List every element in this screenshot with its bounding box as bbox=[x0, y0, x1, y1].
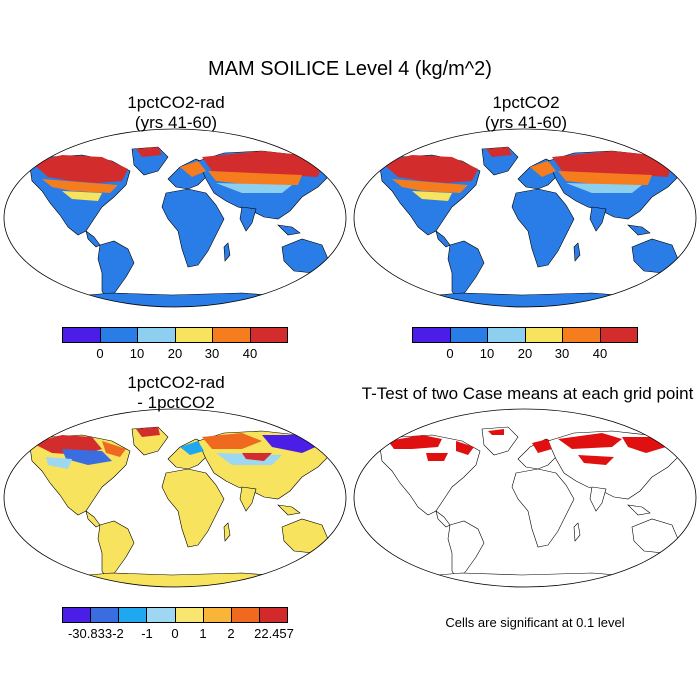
colorbar-swatch bbox=[231, 608, 260, 622]
panel-title-line1: 1pctCO2-rad bbox=[127, 373, 225, 392]
colorbar-tick: 40 bbox=[242, 346, 258, 361]
colorbar-swatch bbox=[175, 608, 204, 622]
colorbar-bottom-left bbox=[62, 607, 288, 623]
panel-title-line1: 1pctCO2 bbox=[492, 93, 560, 112]
colorbar-tick: 2 bbox=[227, 626, 235, 641]
colorbar-swatch bbox=[563, 328, 601, 342]
colorbar-tick: 40 bbox=[592, 346, 608, 361]
colorbar-swatch bbox=[525, 328, 563, 342]
colorbar-tick: 0 bbox=[96, 346, 104, 361]
map-top-left bbox=[3, 128, 347, 308]
panel-title-top-left: 1pctCO2-rad (yrs 41-60) bbox=[6, 93, 346, 133]
colorbar-tick: 20 bbox=[517, 346, 533, 361]
colorbar-swatch bbox=[119, 608, 148, 622]
colorbar-swatch bbox=[213, 328, 251, 342]
colorbar-swatch bbox=[600, 328, 637, 342]
colorbar-swatch bbox=[147, 608, 176, 622]
colorbar-tick: 10 bbox=[479, 346, 495, 361]
colorbar-swatch bbox=[259, 608, 287, 622]
colorbar-swatch bbox=[63, 608, 92, 622]
colorbar-swatch bbox=[138, 328, 176, 342]
panel-title-line2: (yrs 41-60) bbox=[484, 113, 568, 132]
colorbar-top-left bbox=[62, 327, 288, 343]
significant-cells bbox=[388, 429, 666, 465]
colorbar-swatch bbox=[100, 328, 138, 342]
colorbar-top-right bbox=[412, 327, 638, 343]
colorbar-swatch bbox=[488, 328, 526, 342]
panel-title-top-right: 1pctCO2 (yrs 41-60) bbox=[356, 93, 696, 133]
panel-title-line1: 1pctCO2-rad bbox=[127, 93, 225, 112]
colorbar-tick: -1 bbox=[141, 626, 153, 641]
panel-title-line2: - 1pctCO2 bbox=[137, 393, 215, 412]
colorbar-tick: 1 bbox=[199, 626, 207, 641]
panel-title-bottom-right: T-Test of two Case means at each grid po… bbox=[355, 384, 700, 404]
colorbar-swatch bbox=[203, 608, 232, 622]
high-latitude-soilice bbox=[32, 147, 322, 201]
colorbar-tick: 30 bbox=[554, 346, 570, 361]
map-bottom-left bbox=[3, 408, 347, 588]
colorbar-swatch bbox=[413, 328, 451, 342]
map-top-right bbox=[353, 128, 697, 308]
colorbar-swatch bbox=[63, 328, 101, 342]
colorbar-tick: -2 bbox=[112, 626, 124, 641]
panel-title-line1: T-Test of two Case means at each grid po… bbox=[361, 384, 694, 403]
colorbar-tick: -30.833 bbox=[67, 626, 113, 641]
figure-title: MAM SOILICE Level 4 (kg/m^2) bbox=[208, 58, 492, 80]
colorbar-tick: 10 bbox=[129, 346, 145, 361]
colorbar-swatch bbox=[91, 608, 120, 622]
colorbar-swatch bbox=[450, 328, 488, 342]
high-latitude-soilice bbox=[382, 147, 672, 201]
panel-title-bottom-left: 1pctCO2-rad - 1pctCO2 bbox=[6, 373, 346, 413]
significance-footnote: Cells are significant at 0.1 level bbox=[445, 615, 625, 630]
map-bottom-right bbox=[353, 408, 697, 588]
colorbar-swatch bbox=[175, 328, 213, 342]
colorbar-tick: 30 bbox=[204, 346, 220, 361]
colorbar-tick: 0 bbox=[446, 346, 454, 361]
panel-title-line2: (yrs 41-60) bbox=[134, 113, 218, 132]
colorbar-tick: 22.457 bbox=[254, 626, 294, 641]
colorbar-swatch bbox=[250, 328, 287, 342]
land bbox=[379, 426, 681, 587]
colorbar-tick: 0 bbox=[171, 626, 179, 641]
colorbar-tick: 20 bbox=[167, 346, 183, 361]
